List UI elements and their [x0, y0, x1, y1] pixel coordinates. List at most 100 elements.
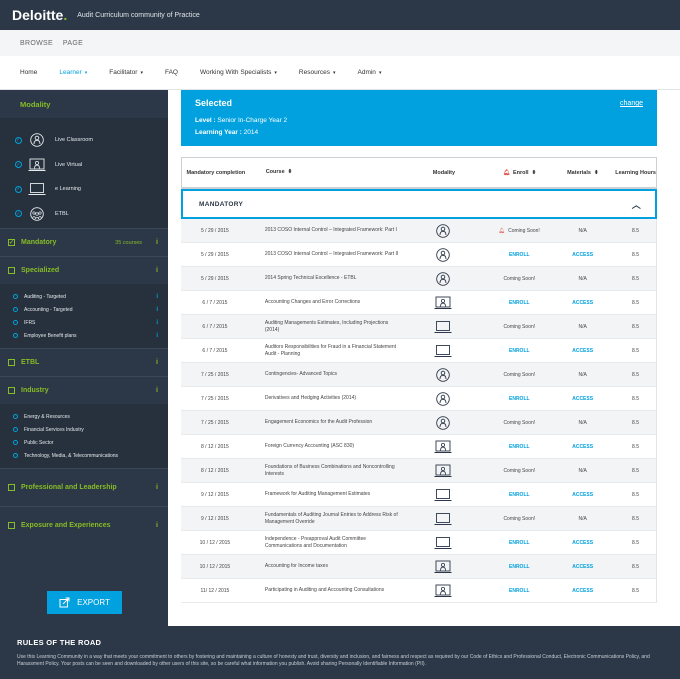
sort-icon[interactable]: ⬍ — [531, 169, 537, 176]
nav-resources[interactable]: Resources ▾ — [298, 69, 336, 76]
enroll-link[interactable]: ENROLL — [509, 395, 530, 402]
enroll-cell[interactable]: ENROLL — [488, 300, 550, 306]
enroll-link[interactable]: ENROLL — [509, 299, 530, 306]
nav-learner[interactable]: Learner ▾ — [59, 69, 88, 76]
modality-filter-item[interactable]: ✓ e Learning — [0, 177, 168, 202]
course-name[interactable]: Framework for Auditing Management Estima… — [264, 491, 371, 498]
check-circle-icon[interactable]: ✓ — [15, 210, 22, 218]
course-name[interactable]: 2013 COSO Internal Control – Integrated … — [264, 251, 399, 258]
sort-icon[interactable]: ⬍ — [287, 169, 293, 176]
specialized-filter-item[interactable]: Employee Benefit plans i — [0, 329, 168, 342]
enroll-link[interactable]: ENROLL — [509, 347, 530, 354]
checkbox-icon[interactable] — [8, 267, 15, 274]
access-link[interactable]: ACCESS — [572, 539, 594, 546]
enroll-link[interactable]: ENROLL — [509, 563, 530, 570]
radio-icon[interactable] — [13, 320, 18, 325]
course-name[interactable]: Engagement Economics for the Audit Profe… — [264, 419, 373, 426]
col-completion[interactable]: Mandatory completion — [186, 169, 246, 176]
col-enroll[interactable]: 🔔︎ Enroll ⬍ — [503, 169, 537, 176]
specialized-filter-item[interactable]: Auditing - Targeted i — [0, 290, 168, 303]
nav-working-with-specialists[interactable]: Working With Specialists ▾ — [199, 69, 277, 76]
enroll-cell[interactable]: ENROLL — [488, 252, 550, 258]
enroll-link[interactable]: ENROLL — [509, 443, 530, 450]
radio-icon[interactable] — [13, 427, 18, 432]
check-circle-icon[interactable]: ✓ — [15, 136, 22, 144]
course-name[interactable]: Auditing Managements Estimates, Includin… — [264, 320, 389, 333]
checkbox-icon[interactable] — [8, 522, 15, 529]
change-link[interactable]: change — [620, 100, 643, 107]
enroll-cell[interactable]: ENROLL — [488, 348, 550, 354]
course-name[interactable]: Foundations of Business Combinations and… — [264, 464, 395, 477]
info-icon[interactable]: i — [156, 267, 158, 274]
chevron-up-icon[interactable]: ︿ — [631, 199, 641, 210]
deloitte-logo[interactable]: Deloitte. — [12, 7, 68, 23]
enroll-link[interactable]: ENROLL — [509, 539, 530, 546]
course-name[interactable]: Auditors Responsibilities for Fraud in a… — [264, 344, 397, 357]
info-icon[interactable]: i — [156, 359, 158, 366]
enroll-cell[interactable]: ENROLL — [488, 564, 550, 570]
info-icon[interactable]: i — [156, 306, 158, 313]
specialized-filter-item[interactable]: IFRS i — [0, 316, 168, 329]
radio-icon[interactable] — [13, 440, 18, 445]
export-button[interactable]: EXPORT — [47, 591, 122, 614]
industry-filter-item[interactable]: Energy & Resources — [0, 410, 168, 423]
checkbox-icon[interactable] — [8, 484, 15, 491]
info-icon[interactable]: i — [156, 239, 158, 246]
enroll-link[interactable]: ENROLL — [509, 587, 530, 594]
filter-industry[interactable]: Industry i — [0, 376, 168, 404]
info-icon[interactable]: i — [156, 293, 158, 300]
modality-filter-item[interactable]: ✓ Live Classroom — [0, 128, 168, 153]
filter-mandatory[interactable]: ✓ Mandatory 35 courses i — [0, 228, 168, 256]
radio-icon[interactable] — [13, 453, 18, 458]
info-icon[interactable]: i — [156, 387, 158, 394]
mandatory-section-header[interactable]: MANDATORY ︿ — [181, 189, 657, 219]
checkbox-icon[interactable] — [8, 387, 15, 394]
access-link[interactable]: ACCESS — [572, 443, 594, 450]
col-course[interactable]: Course ⬍ — [265, 169, 293, 176]
enroll-cell[interactable]: ENROLL — [488, 540, 550, 546]
enroll-cell[interactable]: ENROLL — [488, 396, 550, 402]
enroll-link[interactable]: ENROLL — [509, 251, 530, 258]
enroll-cell[interactable]: ENROLL — [488, 588, 550, 594]
nav-faq[interactable]: FAQ — [164, 69, 178, 76]
nav-home[interactable]: Home — [20, 69, 38, 76]
info-icon[interactable]: i — [156, 522, 158, 529]
radio-icon[interactable] — [13, 333, 18, 338]
browse-tab[interactable]: BROWSE — [20, 39, 53, 47]
access-link[interactable]: ACCESS — [572, 347, 594, 354]
check-circle-icon[interactable]: ✓ — [15, 185, 22, 193]
industry-filter-item[interactable]: Financial Services Industry — [0, 423, 168, 436]
radio-icon[interactable] — [13, 414, 18, 419]
access-link[interactable]: ACCESS — [572, 491, 594, 498]
radio-icon[interactable] — [13, 307, 18, 312]
course-name[interactable]: Participating in Auditing and Accounting… — [264, 587, 385, 594]
access-link[interactable]: ACCESS — [572, 299, 594, 306]
course-name[interactable]: Foreign Currency Accounting (ASC 830) — [264, 443, 355, 450]
enroll-cell[interactable]: ENROLL — [488, 492, 550, 498]
checkbox-icon[interactable] — [8, 359, 15, 366]
specialized-filter-item[interactable]: Accounting - Targeted i — [0, 303, 168, 316]
enroll-cell[interactable]: ENROLL — [488, 444, 550, 450]
course-name[interactable]: Contingencies- Advanced Topics — [264, 371, 338, 378]
course-name[interactable]: Derivatives and Hedging Activities (2014… — [264, 395, 357, 402]
industry-filter-item[interactable]: Technology, Media, & Telecommunications — [0, 449, 168, 462]
radio-icon[interactable] — [13, 294, 18, 299]
checkbox-checked-icon[interactable]: ✓ — [8, 239, 15, 246]
modality-filter-item[interactable]: ✓ Live Virtual — [0, 153, 168, 178]
sort-icon[interactable]: ⬍ — [593, 169, 599, 176]
enroll-link[interactable]: ENROLL — [509, 491, 530, 498]
course-name[interactable]: Accounting for Income taxes — [264, 563, 328, 570]
check-circle-icon[interactable]: ✓ — [15, 161, 22, 169]
filter-etbl[interactable]: ETBL i — [0, 348, 168, 376]
filter-exposure[interactable]: Exposure and Experiences i — [0, 506, 168, 544]
industry-filter-item[interactable]: Public Sector — [0, 436, 168, 449]
course-name[interactable]: Fundamentals of Auditing Journal Entries… — [264, 512, 398, 525]
info-icon[interactable]: i — [156, 332, 158, 339]
info-icon[interactable]: i — [156, 484, 158, 491]
course-name[interactable]: 2013 COSO Internal Control – Integrated … — [264, 227, 397, 234]
filter-professional[interactable]: Professional and Leadership i — [0, 468, 168, 506]
modality-filter-item[interactable]: ✓ ETBL — [0, 202, 168, 227]
info-icon[interactable]: i — [156, 319, 158, 326]
course-name[interactable]: Accounting Changes and Error Corrections — [264, 299, 361, 306]
nav-admin[interactable]: Admin ▾ — [357, 69, 382, 76]
